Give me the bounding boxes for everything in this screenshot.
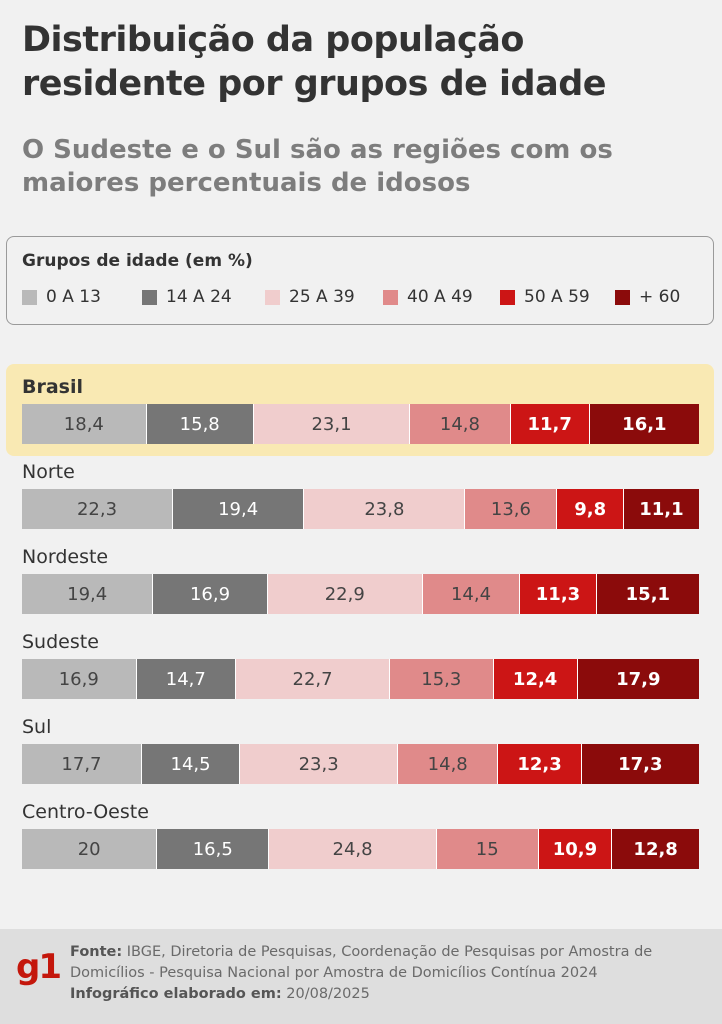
date-value: 20/08/2025 bbox=[286, 986, 370, 1002]
region-label: Nordeste bbox=[22, 546, 109, 568]
source-label: Fonte: bbox=[70, 944, 123, 960]
legend-label: 25 A 39 bbox=[289, 287, 355, 307]
chart-subtitle: O Sudeste e o Sul são as regiões com os … bbox=[22, 135, 613, 198]
bar-segment: 22,3 bbox=[22, 489, 173, 529]
bar-row: 18,4 15,8 23,1 14,8 11,7 16,1 bbox=[22, 404, 699, 444]
bar-segment: 19,4 bbox=[172, 489, 305, 529]
bar-segment: 22,9 bbox=[267, 574, 423, 614]
region-label: Sudeste bbox=[22, 631, 99, 653]
bar-segment: 13,6 bbox=[465, 489, 558, 529]
legend-swatch bbox=[142, 289, 157, 305]
bar-segment: 17,9 bbox=[577, 659, 699, 699]
legend-title: Grupos de idade (em %) bbox=[22, 251, 253, 271]
bar-segment: 16,9 bbox=[153, 574, 268, 614]
legend-item: + 60 bbox=[615, 287, 680, 307]
legend: Grupos de idade (em %) 0 A 13 14 A 24 25 A… bbox=[6, 236, 714, 325]
bar-segment: 14,4 bbox=[422, 574, 521, 614]
bar-segment: 16,1 bbox=[589, 404, 699, 444]
legend-swatch bbox=[500, 289, 515, 305]
bar-segment: 15,3 bbox=[389, 659, 494, 699]
region-label: Norte bbox=[22, 461, 75, 483]
bar-segment: 10,9 bbox=[538, 829, 613, 869]
bar-segment: 12,3 bbox=[498, 744, 582, 784]
date-label: Infográfico elaborado em: bbox=[70, 986, 282, 1002]
bar-segment: 17,3 bbox=[581, 744, 699, 784]
bar-segment: 16,5 bbox=[157, 829, 270, 869]
bar-row: 16,9 14,7 22,7 15,3 12,4 17,9 bbox=[22, 659, 699, 699]
legend-swatch bbox=[383, 289, 398, 305]
legend-swatch bbox=[615, 289, 630, 305]
bar-segment: 22,7 bbox=[236, 659, 390, 699]
date-line: Infográfico elaborado em: 20/08/2025 bbox=[70, 984, 710, 1005]
bar-segment: 12,8 bbox=[612, 829, 699, 869]
region-label: Brasil bbox=[22, 376, 84, 398]
bar-segment: 11,3 bbox=[520, 574, 597, 614]
bar-segment: 11,7 bbox=[510, 404, 590, 444]
bar-segment: 17,7 bbox=[22, 744, 142, 784]
bar-segment: 11,1 bbox=[623, 489, 699, 529]
legend-label: 14 A 24 bbox=[166, 287, 232, 307]
bar-segment: 20 bbox=[22, 829, 158, 869]
bar-segment: 14,7 bbox=[136, 659, 237, 699]
bar-row: 22,3 19,4 23,8 13,6 9,8 11,1 bbox=[22, 489, 699, 529]
footer: g1 Fonte: IBGE, Diretoria de Pesquisas, … bbox=[0, 929, 722, 1024]
bar-row: 19,4 16,9 22,9 14,4 11,3 15,1 bbox=[22, 574, 699, 614]
legend-item: 0 A 13 bbox=[22, 287, 101, 307]
bar-segment: 18,4 bbox=[22, 404, 147, 444]
legend-label: 0 A 13 bbox=[46, 287, 101, 307]
legend-swatch bbox=[22, 289, 37, 305]
bar-segment: 16,9 bbox=[22, 659, 137, 699]
legend-label: 40 A 49 bbox=[407, 287, 473, 307]
chart-title: Distribuição da população residente por … bbox=[22, 20, 607, 104]
bar-segment: 14,5 bbox=[141, 744, 241, 784]
legend-item: 25 A 39 bbox=[265, 287, 355, 307]
legend-swatch bbox=[265, 289, 280, 305]
bar-segment: 14,8 bbox=[398, 744, 499, 784]
region-label: Sul bbox=[22, 716, 52, 738]
source-text: IBGE, Diretoria de Pesquisas, Coordenaçã… bbox=[70, 944, 653, 981]
source-line: Fonte: IBGE, Diretoria de Pesquisas, Coo… bbox=[70, 942, 710, 984]
legend-item: 50 A 59 bbox=[500, 287, 590, 307]
bar-segment: 24,8 bbox=[269, 829, 437, 869]
bar-segment: 23,1 bbox=[253, 404, 411, 444]
footer-text: Fonte: IBGE, Diretoria de Pesquisas, Coo… bbox=[70, 942, 710, 1005]
bar-segment: 9,8 bbox=[557, 489, 624, 529]
bar-row: 17,7 14,5 23,3 14,8 12,3 17,3 bbox=[22, 744, 699, 784]
bar-segment: 15,1 bbox=[596, 574, 699, 614]
g1-logo: g1 bbox=[16, 947, 62, 987]
bar-segment: 14,8 bbox=[410, 404, 511, 444]
bar-segment: 19,4 bbox=[22, 574, 154, 614]
region-label: Centro-Oeste bbox=[22, 801, 149, 823]
bar-segment: 23,8 bbox=[304, 489, 466, 529]
bar-segment: 23,3 bbox=[240, 744, 399, 784]
bar-segment: 15 bbox=[436, 829, 539, 869]
legend-item: 40 A 49 bbox=[383, 287, 473, 307]
bar-segment: 15,8 bbox=[146, 404, 254, 444]
bar-segment: 12,4 bbox=[493, 659, 578, 699]
bar-row: 20 16,5 24,8 15 10,9 12,8 bbox=[22, 829, 699, 869]
legend-label: + 60 bbox=[639, 287, 681, 307]
legend-label: 50 A 59 bbox=[524, 287, 590, 307]
legend-item: 14 A 24 bbox=[142, 287, 232, 307]
